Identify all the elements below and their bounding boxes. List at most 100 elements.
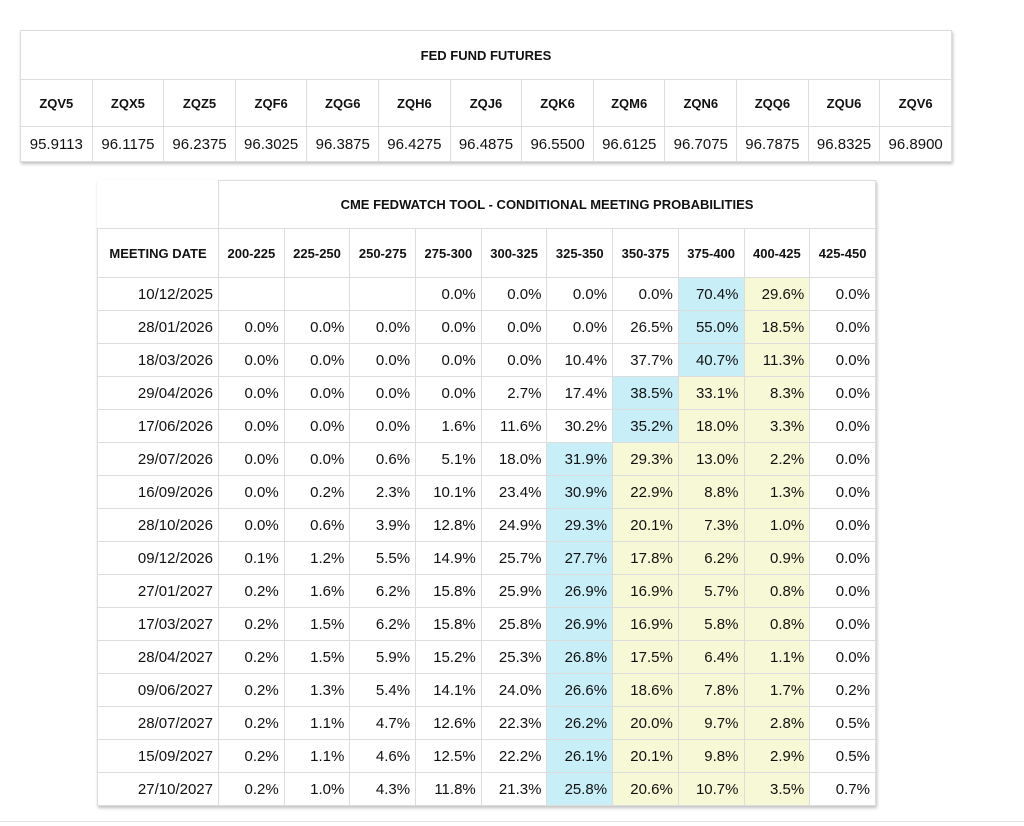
probability-cell: 0.2%	[218, 706, 285, 740]
probability-cell: 38.5%	[612, 376, 679, 410]
probability-cell: 0.0%	[349, 376, 417, 410]
probability-cell: 6.2%	[349, 607, 417, 641]
probability-cell: 0.2%	[218, 739, 285, 773]
meeting-date: 28/04/2027	[97, 640, 219, 674]
probability-cell: 9.8%	[677, 739, 745, 773]
meeting-row: 17/06/2026 0.0% 0.0% 0.0% 1.6% 11.6% 30.2% 35.2…	[97, 409, 876, 443]
probability-cell: 0.0%	[546, 277, 614, 311]
probability-cell: 11.8%	[415, 772, 482, 806]
probability-cell: 1.1%	[743, 640, 811, 674]
divider	[0, 821, 1024, 822]
meeting-row: 09/12/2026 0.1% 1.2% 5.5% 14.9% 25.7% 27.7% 17.…	[97, 541, 876, 575]
contract-header: ZQG6	[306, 79, 380, 127]
meeting-row: 18/03/2026 0.0% 0.0% 0.0% 0.0% 0.0% 10.4% 37.7%…	[97, 343, 876, 377]
probability-cell: 5.8%	[677, 607, 745, 641]
probability-cell: 6.2%	[349, 574, 417, 608]
probability-cell: 8.8%	[677, 475, 745, 509]
probability-cell	[218, 277, 285, 311]
probability-cell: 14.1%	[415, 673, 482, 707]
probability-cell: 2.2%	[743, 442, 811, 476]
meeting-row: 17/03/2027 0.2% 1.5% 6.2% 15.8% 25.8% 26.9% 16.…	[97, 607, 876, 641]
probability-cell: 25.7%	[480, 541, 548, 575]
probability-cell: 0.0%	[809, 475, 876, 509]
column-header: 375-400	[677, 228, 745, 278]
probability-cell: 0.0%	[349, 409, 417, 443]
probability-cell: 0.8%	[743, 607, 811, 641]
futures-price: 96.7875	[736, 126, 809, 162]
probability-cell: 10.4%	[546, 343, 614, 377]
probability-cell: 9.7%	[677, 706, 745, 740]
probability-cell: 22.9%	[612, 475, 679, 509]
contract-header: ZQN6	[664, 79, 738, 127]
probability-cell: 5.9%	[349, 640, 417, 674]
probability-cell: 23.4%	[480, 475, 548, 509]
meeting-date: 18/03/2026	[97, 343, 219, 377]
probability-cell: 22.3%	[480, 706, 548, 740]
meeting-row: 28/04/2027 0.2% 1.5% 5.9% 15.2% 25.3% 26.8% 17.…	[97, 640, 876, 674]
meeting-date: 10/12/2025	[97, 277, 219, 311]
probability-cell: 1.6%	[283, 574, 351, 608]
contract-header: ZQV5	[20, 79, 93, 127]
meeting-row: 28/01/2026 0.0% 0.0% 0.0% 0.0% 0.0% 0.0% 26.5% 5…	[97, 310, 876, 344]
futures-title: FED FUND FUTURES	[20, 30, 952, 80]
column-header: 200-225	[218, 228, 285, 278]
probability-cell: 4.6%	[349, 739, 417, 773]
contract-header: ZQH6	[378, 79, 451, 127]
fedwatch-title: CME FEDWATCH TOOL - CONDITIONAL MEETING …	[218, 180, 876, 229]
probability-cell: 25.3%	[480, 640, 548, 674]
meeting-date: 15/09/2027	[97, 739, 219, 773]
probability-cell: 0.0%	[809, 310, 876, 344]
probability-cell: 0.0%	[480, 310, 548, 344]
meeting-date: 29/07/2026	[97, 442, 219, 476]
meeting-date: 28/10/2026	[97, 508, 219, 542]
probability-cell: 35.2%	[612, 409, 679, 443]
contract-header: ZQX5	[91, 79, 165, 127]
probability-cell: 18.0%	[677, 409, 745, 443]
futures-price: 96.3875	[306, 126, 380, 162]
meeting-row: 27/01/2027 0.2% 1.6% 6.2% 15.8% 25.9% 26.9% 16.…	[97, 574, 876, 608]
probability-cell: 26.6%	[546, 673, 614, 707]
probability-cell: 25.9%	[480, 574, 548, 608]
probability-cell: 17.4%	[546, 376, 614, 410]
probability-cell: 8.3%	[743, 376, 811, 410]
probability-cell: 15.8%	[415, 607, 482, 641]
probability-cell: 31.9%	[546, 442, 614, 476]
probability-cell: 0.0%	[218, 442, 285, 476]
meeting-date: 17/03/2027	[97, 607, 219, 641]
probability-cell: 13.0%	[677, 442, 745, 476]
probability-cell	[349, 277, 417, 311]
probability-cell: 0.1%	[218, 541, 285, 575]
probability-cell: 16.9%	[612, 574, 679, 608]
probability-cell: 11.3%	[743, 343, 811, 377]
probability-cell: 37.7%	[612, 343, 679, 377]
probability-cell: 5.7%	[677, 574, 745, 608]
probability-cell: 0.0%	[809, 508, 876, 542]
probability-cell: 2.8%	[743, 706, 811, 740]
probability-cell: 10.1%	[415, 475, 482, 509]
futures-price: 96.4875	[449, 126, 523, 162]
probability-cell: 0.0%	[809, 409, 876, 443]
probability-cell: 17.5%	[612, 640, 679, 674]
futures-price: 96.7075	[664, 126, 738, 162]
probability-cell: 7.8%	[677, 673, 745, 707]
probability-cell: 7.3%	[677, 508, 745, 542]
probability-cell: 30.2%	[546, 409, 614, 443]
meeting-date: 27/01/2027	[97, 574, 219, 608]
probability-cell: 24.0%	[480, 673, 548, 707]
probability-cell: 26.9%	[546, 574, 614, 608]
probability-cell: 0.0%	[218, 475, 285, 509]
probability-cell: 20.1%	[612, 508, 679, 542]
probability-cell: 1.6%	[415, 409, 482, 443]
futures-price: 96.3025	[234, 126, 308, 162]
probability-cell: 0.8%	[743, 574, 811, 608]
probability-cell: 0.0%	[809, 277, 876, 311]
probability-cell: 0.0%	[218, 310, 285, 344]
probability-cell: 1.0%	[743, 508, 811, 542]
probability-cell: 5.4%	[349, 673, 417, 707]
probability-cell: 1.7%	[743, 673, 811, 707]
probability-cell: 2.3%	[349, 475, 417, 509]
meeting-row: 28/07/2027 0.2% 1.1% 4.7% 12.6% 22.3% 26.2% 20.…	[97, 706, 876, 740]
column-header: 250-275	[349, 228, 417, 278]
probability-cell: 0.2%	[218, 673, 285, 707]
probability-cell: 0.0%	[809, 343, 876, 377]
